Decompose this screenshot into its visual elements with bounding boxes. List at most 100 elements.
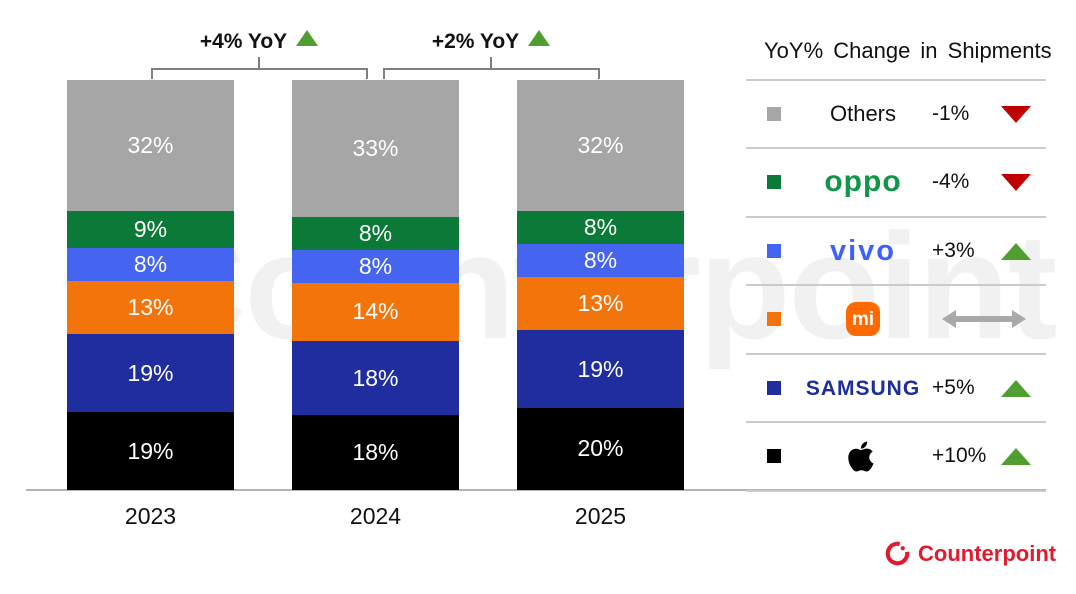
yoy-annotation-2025: +2% YoY	[381, 30, 601, 54]
bar-segment-2025-samsung: 19%	[517, 330, 684, 408]
year-label-2025: 2025	[574, 503, 627, 529]
yoy-annotation-2024-text: +4% YoY	[199, 30, 288, 53]
bar-segment-2025-others: 32%	[517, 80, 684, 212]
bar-segment-2024-apple: 18%	[292, 415, 459, 490]
legend-row-vivo: vivo +3%	[746, 217, 1046, 285]
bar-segment-2023-samsung: 19%	[67, 334, 234, 413]
legend-separator	[746, 490, 1046, 492]
apple-logo	[798, 422, 928, 490]
samsung-wordmark: SAMSUNG	[805, 376, 921, 400]
legend-title: YoY% Change in Shipments	[764, 38, 1052, 63]
segment-label: 32%	[577, 132, 624, 159]
legend-row-apple: +10%	[746, 422, 1046, 490]
yoy-bracket-1	[151, 68, 368, 70]
yoy-bracket-1-left-tick	[151, 68, 153, 79]
yoy-annotation-2024: +4% YoY	[149, 30, 369, 54]
legend-separator	[746, 353, 1046, 355]
segment-label: 8%	[583, 246, 618, 273]
color-swatch-xiaomi	[767, 312, 781, 326]
bar-segment-2025-vivo: 8%	[517, 243, 684, 277]
legend-row-samsung: SAMSUNG +5%	[746, 354, 1046, 422]
yoy-bracket-2-mid-tick	[490, 57, 492, 69]
bar-segment-2025-xiaomi: 13%	[517, 276, 684, 331]
bar-segment-2024-vivo: 8%	[292, 249, 459, 283]
bar-segment-2023-others: 32%	[67, 80, 234, 212]
legend-row-oppo: oppo -4%	[746, 148, 1046, 216]
color-swatch-oppo	[767, 175, 781, 189]
counterpoint-logo-icon	[885, 541, 910, 566]
color-swatch-vivo	[767, 244, 781, 258]
change-value-samsung: +5%	[932, 376, 975, 399]
bar-segment-2024-samsung: 18%	[292, 340, 459, 416]
arrow-head-right	[1012, 310, 1026, 328]
xiaomi-mi-icon: mi	[846, 302, 880, 336]
bar-segment-2023-xiaomi: 13%	[67, 280, 234, 335]
trend-arrow-box	[996, 148, 1036, 216]
flat-double-arrow-icon	[942, 310, 1026, 328]
x-axis-line	[26, 489, 1046, 491]
up-triangle-icon	[1001, 447, 1031, 465]
segment-label: 32%	[127, 132, 174, 159]
yoy-bracket-1-mid-tick	[258, 57, 260, 69]
vivo-logo: vivo	[798, 217, 928, 285]
segment-label: 13%	[127, 294, 174, 321]
segment-label: 33%	[352, 134, 399, 161]
trend-arrow-box	[996, 217, 1036, 285]
bar-segment-2025-apple: 20%	[517, 407, 684, 490]
change-value-vivo: +3%	[932, 239, 975, 262]
trend-arrow-box	[996, 80, 1036, 148]
apple-icon	[848, 441, 874, 471]
segment-label: 19%	[577, 355, 624, 382]
up-triangle-icon	[1001, 242, 1031, 260]
year-label-2023: 2023	[124, 503, 177, 529]
stacked-bar-2023: 32% 9% 8% 13% 19% 19%	[67, 80, 234, 490]
segment-label: 9%	[133, 216, 168, 243]
color-swatch-samsung	[767, 381, 781, 395]
bar-segment-2023-vivo: 8%	[67, 248, 234, 281]
segment-label: 20%	[577, 435, 624, 462]
counterpoint-logo-text: Counterpoint	[918, 540, 1057, 566]
samsung-logo: SAMSUNG	[798, 354, 928, 422]
legend-separator	[746, 421, 1046, 423]
oppo-logo: oppo	[798, 148, 928, 216]
arrow-shaft	[954, 316, 1014, 322]
segment-label: 14%	[352, 298, 399, 325]
trend-arrow-box	[996, 422, 1036, 490]
color-swatch-others	[767, 107, 781, 121]
up-triangle-icon	[1001, 379, 1031, 397]
legend-row-others: Others -1%	[746, 80, 1046, 148]
segment-label: 18%	[352, 364, 399, 391]
segment-label: 19%	[127, 359, 174, 386]
others-logo: Others	[798, 80, 928, 148]
stacked-bar-2024: 33% 8% 8% 14% 18% 18%	[292, 80, 459, 490]
year-label-2024: 2024	[349, 503, 402, 529]
legend-row-xiaomi: mi	[746, 285, 1046, 353]
legend-separator	[746, 216, 1046, 218]
bar-segment-2025-oppo: 8%	[517, 211, 684, 244]
bar-segment-2023-oppo: 9%	[67, 211, 234, 249]
change-value-apple: +10%	[932, 444, 987, 467]
bar-segment-2024-oppo: 8%	[292, 216, 459, 250]
yoy-annotation-2025-text: +2% YoY	[431, 30, 520, 53]
segment-label: 8%	[583, 214, 618, 241]
arrow-head-left	[942, 310, 956, 328]
bar-segment-2024-xiaomi: 14%	[292, 282, 459, 341]
stacked-bar-2025: 32% 8% 8% 13% 19% 20%	[517, 80, 684, 490]
legend-separator	[746, 284, 1046, 286]
segment-label: 8%	[358, 252, 393, 279]
others-label: Others	[829, 101, 897, 126]
legend-separator	[746, 79, 1046, 81]
segment-label: 8%	[358, 219, 393, 246]
legend-separator	[746, 147, 1046, 149]
up-triangle-icon	[528, 30, 551, 46]
yoy-bracket-1-right-tick	[366, 68, 368, 79]
color-swatch-apple	[767, 449, 781, 463]
segment-label: 18%	[352, 439, 399, 466]
yoy-bracket-2-left-tick	[383, 68, 385, 79]
xiaomi-logo: mi	[798, 285, 928, 353]
change-value-oppo: -4%	[932, 170, 970, 193]
bar-segment-2023-apple: 19%	[67, 412, 234, 490]
counterpoint-logo: Counterpoint	[884, 540, 1056, 567]
segment-label: 13%	[577, 289, 624, 316]
